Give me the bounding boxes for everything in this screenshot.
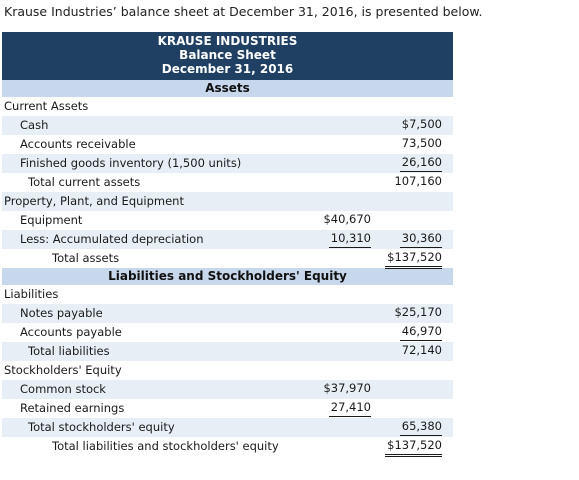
row-label: Total liabilities	[28, 344, 110, 358]
balance-sheet: KRAUSE INDUSTRIES Balance Sheet December…	[2, 32, 453, 457]
table-row: Accounts payable 46,970	[2, 323, 453, 342]
row-label: Finished goods inventory (1,500 units)	[20, 156, 242, 170]
row-amount: 65,380	[399, 418, 442, 436]
table-row: Notes payable $25,170	[2, 304, 453, 323]
intro-text: Krause Industries’ balance sheet at Dece…	[4, 4, 483, 19]
row-label: Accounts receivable	[20, 137, 136, 151]
table-row: Total assets $137,520	[2, 249, 453, 269]
table-row: Accounts receivable 73,500	[2, 135, 453, 154]
row-label: Cash	[20, 118, 49, 132]
row-label: Liabilities	[4, 287, 59, 301]
row-amount: $25,170	[394, 305, 442, 319]
table-row: Finished goods inventory (1,500 units) 2…	[2, 154, 453, 173]
statement-name: Balance Sheet	[179, 48, 276, 62]
company-name: KRAUSE INDUSTRIES	[157, 34, 298, 48]
table-row: Total current assets 107,160	[2, 173, 453, 192]
row-label: Total assets	[52, 251, 120, 265]
row-label: Notes payable	[20, 306, 103, 320]
table-row: Retained earnings 27,410	[2, 399, 453, 418]
row-subamount: $40,670	[323, 212, 371, 226]
table-row: Total liabilities 72,140	[2, 342, 453, 361]
row-label: Equipment	[20, 213, 83, 227]
table-row: Less: Accumulated depreciation 10,310 30…	[2, 230, 453, 249]
row-amount: 46,970	[399, 323, 442, 341]
statement-header: KRAUSE INDUSTRIES Balance Sheet December…	[2, 32, 453, 80]
liabilities-rows: Liabilities Notes payable $25,170 Accoun…	[2, 285, 453, 457]
row-label: Total current assets	[28, 175, 141, 189]
liabilities-section-title: Liabilities and Stockholders' Equity	[2, 268, 453, 285]
row-subamount: $37,970	[323, 381, 371, 395]
row-amount: $137,520	[385, 249, 442, 269]
row-amount: 107,160	[394, 174, 442, 188]
row-label: Property, Plant, and Equipment	[4, 194, 184, 208]
row-subamount: 10,310	[328, 230, 371, 248]
row-amount: 73,500	[401, 136, 442, 150]
row-label: Current Assets	[4, 99, 89, 113]
statement-date: December 31, 2016	[161, 62, 294, 76]
table-row: Liabilities	[2, 285, 453, 304]
row-label: Less: Accumulated depreciation	[20, 232, 204, 246]
table-row: Total liabilities and stockholders' equi…	[2, 437, 453, 457]
table-row: Stockholders' Equity	[2, 361, 453, 380]
row-label: Total liabilities and stockholders' equi…	[52, 439, 279, 453]
row-amount: 30,360	[399, 230, 442, 248]
assets-rows: Current Assets Cash $7,500 Accounts rece…	[2, 97, 453, 269]
table-row: Current Assets	[2, 97, 453, 116]
table-row: Property, Plant, and Equipment	[2, 192, 453, 211]
table-row: Cash $7,500	[2, 116, 453, 135]
row-label: Retained earnings	[20, 401, 125, 415]
table-row: Common stock $37,970	[2, 380, 453, 399]
row-amount: $137,520	[385, 437, 442, 457]
table-row: Total stockholders' equity 65,380	[2, 418, 453, 437]
row-label: Accounts payable	[20, 325, 122, 339]
row-label: Stockholders' Equity	[4, 363, 122, 377]
assets-section-title: Assets	[2, 80, 453, 97]
row-amount: $7,500	[401, 117, 442, 131]
row-label: Total stockholders' equity	[28, 420, 175, 434]
row-subamount: 27,410	[328, 399, 371, 417]
row-label: Common stock	[20, 382, 106, 396]
row-amount: 26,160	[399, 154, 442, 172]
row-amount: 72,140	[401, 343, 442, 357]
table-row: Equipment $40,670	[2, 211, 453, 230]
